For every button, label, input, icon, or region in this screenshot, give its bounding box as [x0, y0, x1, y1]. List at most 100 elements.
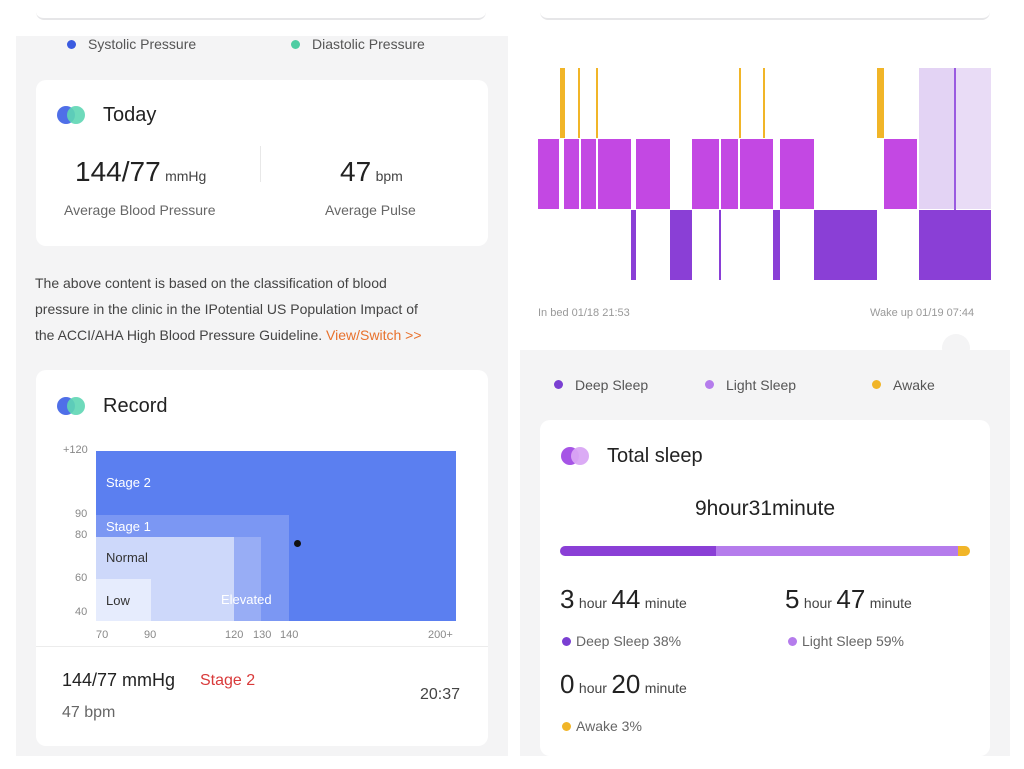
light-sleep-segment [740, 139, 773, 209]
light-sleep-segment [780, 139, 814, 209]
light-sleep-percent: Light Sleep 59% [802, 633, 904, 649]
light-sleep-segment [564, 139, 579, 209]
deep-sleep-minute-unit: minute [644, 595, 687, 611]
light-sleep-segment [538, 139, 559, 209]
today-divider [260, 146, 261, 182]
awake-percent: Awake 3% [576, 718, 642, 734]
light-sleep-legend-label: Light Sleep [726, 377, 797, 393]
guideline-note-line-1: The above content is based on the classi… [35, 275, 387, 291]
awake-hours: 0 [560, 669, 575, 699]
light-sleep-minutes: 47 [836, 584, 866, 614]
reading-marker [294, 540, 302, 548]
light-sleep-segment-faded [956, 68, 991, 209]
deep-sleep-segment [719, 210, 721, 280]
deep-sleep-hours: 3 [560, 584, 575, 614]
x-tick-140: 140 [280, 629, 299, 641]
today-card: Today 144/77 mmHg Average Blood Pressure… [36, 80, 488, 246]
average-pulse-readout: 47 bpm [340, 156, 403, 188]
deep-sleep-minutes: 44 [611, 584, 641, 614]
light-sleep-segment [692, 139, 719, 209]
average-bp-readout: 144/77 mmHg [75, 156, 206, 188]
diastolic-legend-dot [291, 40, 300, 49]
guideline-note-line-2: pressure in the clinic in the IPotential… [35, 301, 418, 317]
guideline-note-line-3-text: the ACCI/AHA High Blood Pressure Guideli… [35, 327, 323, 343]
record-entry-divider [36, 646, 488, 647]
awake-hour-unit: hour [578, 680, 607, 696]
awake-minutes: 20 [611, 669, 641, 699]
deep-sleep-segment [919, 210, 991, 280]
light-sleep-hours: 5 [785, 584, 800, 614]
deep-sleep-legend-dot [554, 380, 563, 389]
light-sleep-segment-faded [919, 68, 954, 209]
sleep-bar-awake [958, 546, 970, 556]
sleep-composition-bar [560, 546, 970, 556]
deep-sleep-segment [670, 210, 692, 280]
light-sleep-segment [598, 139, 631, 209]
sleep-bar-light [716, 546, 958, 556]
awake-minute-unit: minute [644, 680, 687, 696]
sleep-icon [561, 447, 591, 465]
x-tick-70: 70 [96, 629, 109, 641]
deep-sleep-duration: 3 hour 44 minute [560, 584, 687, 615]
light-sleep-segment [636, 139, 670, 209]
bp-classification-chart: +120 90 80 60 40 Stage 2 Stage 1 Normal … [60, 440, 470, 650]
average-pulse-unit: bpm [375, 168, 403, 184]
average-pulse-label: Average Pulse [325, 202, 416, 218]
x-tick-200: 200+ [428, 629, 453, 641]
light-sleep-segment [721, 139, 738, 209]
top-scroll-remnant-right [540, 0, 990, 20]
awake-stat-dot [562, 722, 571, 731]
record-entry-stage: Stage 2 [200, 672, 256, 689]
awake-segment [578, 68, 580, 138]
deep-sleep-stat-dot [562, 637, 571, 646]
light-sleep-hour-unit: hour [803, 595, 832, 611]
awake-legend-dot [872, 380, 881, 389]
record-entry[interactable]: 144/77 mmHg Stage 2 47 bpm 20:37 [62, 670, 472, 730]
average-bp-value: 144/77 [75, 156, 161, 187]
zone-stage-2-label: Stage 2 [106, 475, 151, 490]
deep-sleep-percent: Deep Sleep 38% [576, 633, 682, 649]
awake-duration: 0 hour 20 minute [560, 669, 687, 700]
record-entry-time: 20:37 [420, 686, 461, 703]
view-switch-link[interactable]: View/Switch >> [326, 327, 422, 343]
light-sleep-segment [581, 139, 596, 209]
x-tick-130: 130 [253, 629, 272, 641]
light-sleep-duration: 5 hour 47 minute [785, 584, 912, 615]
light-sleep-legend-dot [705, 380, 714, 389]
diastolic-legend-label: Diastolic Pressure [312, 36, 425, 52]
y-tick-80: 80 [75, 529, 88, 541]
blood-pressure-icon [57, 106, 87, 124]
awake-legend-label: Awake [893, 377, 935, 393]
awake-segment [739, 68, 741, 138]
y-tick-90: 90 [75, 508, 88, 520]
average-bp-label: Average Blood Pressure [64, 202, 216, 218]
hypnogram-chart [538, 68, 992, 280]
record-title: Record [103, 395, 168, 417]
record-entry-pulse: 47 bpm [62, 704, 116, 721]
zone-elevated-label: Elevated [221, 592, 272, 607]
light-sleep-stat-dot [788, 637, 797, 646]
sleep-bar-deep [560, 546, 716, 556]
guideline-note: The above content is based on the classi… [35, 270, 495, 348]
panel-notch [942, 334, 970, 362]
wake-up-time: Wake up 01/19 07:44 [870, 307, 975, 319]
x-tick-120: 120 [225, 629, 244, 641]
light-sleep-minute-unit: minute [869, 595, 912, 611]
systolic-legend-dot [67, 40, 76, 49]
zone-normal-label: Normal [106, 550, 148, 565]
today-title: Today [103, 104, 157, 126]
awake-segment [763, 68, 765, 138]
zone-low-label: Low [106, 593, 130, 608]
total-sleep-card: Total sleep 9hour31minute 3 hour 44 minu… [540, 420, 990, 756]
awake-segment [560, 68, 565, 138]
awake-segment [596, 68, 598, 138]
guideline-note-line-3: the ACCI/AHA High Blood Pressure Guideli… [35, 322, 495, 348]
zone-low [96, 579, 151, 621]
systolic-legend-label: Systolic Pressure [88, 36, 197, 52]
x-tick-90: 90 [144, 629, 157, 641]
marker-line [954, 68, 956, 280]
y-tick-40: 40 [75, 606, 88, 618]
total-sleep-title: Total sleep [607, 445, 703, 467]
in-bed-time: In bed 01/18 21:53 [538, 307, 630, 319]
light-sleep-segment [884, 139, 917, 209]
